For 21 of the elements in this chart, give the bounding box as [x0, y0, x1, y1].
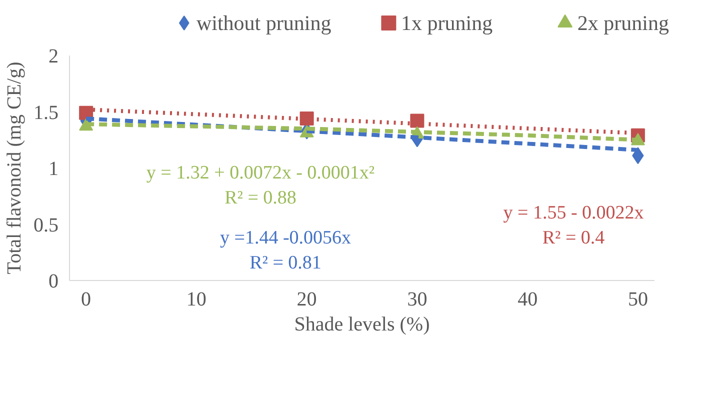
legend-label: without pruning [196, 11, 332, 35]
x-tick-label: 20 [296, 288, 317, 310]
point [300, 112, 314, 126]
annotation: y = 1.32 + 0.0072x - 0.0001x² R² = 0.88 [146, 162, 375, 209]
legend-label: 1x pruning [401, 11, 494, 35]
y-tick-label: 1.5 [34, 102, 58, 124]
annotation: y = 1.55 - 0.0022x R² = 0.4 [503, 202, 644, 249]
y-tick-label: 2 [48, 46, 58, 68]
x-axis-title: Shade levels (%) [294, 314, 430, 336]
y-axis-title: Total flavonoid (mg CE/g) [4, 62, 26, 274]
x-tick-label: 0 [81, 288, 92, 310]
y-tick-label: 0.5 [34, 214, 58, 236]
legend-label: 2x pruning [577, 11, 670, 35]
y-tick-label: 0 [48, 270, 58, 292]
point [410, 114, 424, 128]
x-tick-label: 10 [186, 288, 206, 310]
x-tick-label: 40 [518, 288, 538, 310]
annotation: y =1.44 -0.0056x R² = 0.81 [220, 227, 352, 274]
x-tick-label: 30 [407, 288, 428, 310]
x-tick-label: 50 [628, 288, 648, 310]
y-tick-label: 1 [48, 158, 58, 180]
